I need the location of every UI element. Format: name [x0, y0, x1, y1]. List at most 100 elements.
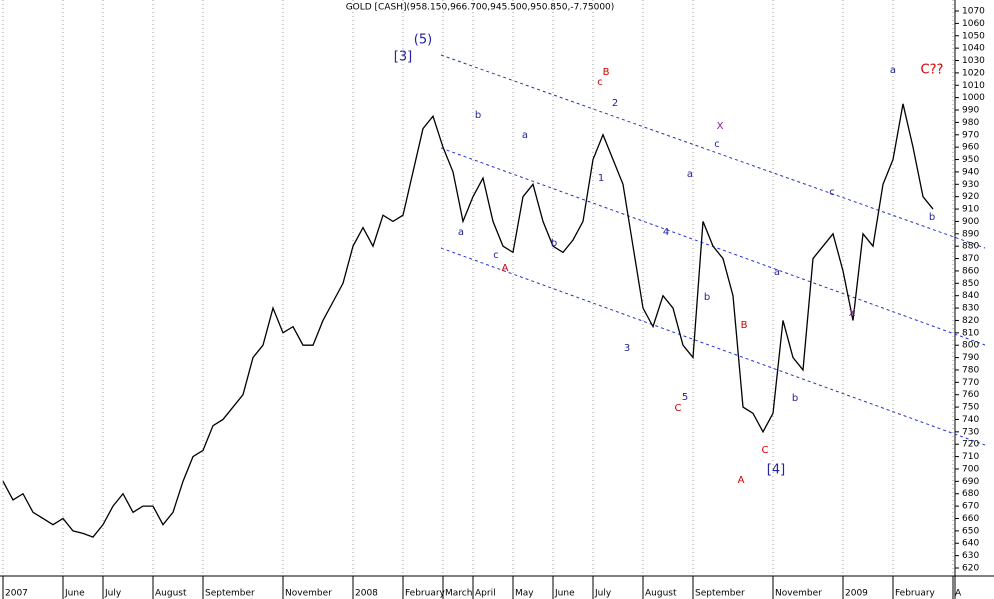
wave-label: b: [929, 212, 935, 223]
wave-label: 1: [598, 173, 604, 184]
x-tick-label: February: [405, 589, 446, 599]
wave-label: b: [704, 292, 710, 303]
y-tick-label: 990: [962, 106, 979, 116]
wave-label: [4]: [767, 463, 785, 478]
x-tick-label: March: [445, 589, 472, 599]
x-tick-label: August: [155, 589, 187, 599]
y-tick-label: 1050: [962, 31, 985, 41]
y-tick-label: 800: [962, 341, 979, 351]
y-tick-label: 980: [962, 118, 979, 128]
y-tick-label: 730: [962, 427, 979, 437]
y-tick-label: 1010: [962, 81, 985, 91]
y-tick-label: 1040: [962, 44, 985, 54]
y-tick-label: 850: [962, 279, 979, 289]
y-tick-label: 880: [962, 242, 979, 252]
wave-label: 2: [612, 98, 618, 109]
x-tick-label: April: [475, 589, 496, 599]
channel-line: [440, 54, 986, 249]
wave-label: c: [829, 187, 835, 198]
wave-label: C??: [921, 63, 944, 78]
wave-label: b: [792, 393, 798, 404]
wave-label: X: [717, 121, 724, 132]
wave-label: a: [687, 169, 693, 180]
y-tick-label: 960: [962, 143, 979, 153]
x-tick-label: 2009: [845, 589, 868, 599]
y-tick-label: 700: [962, 464, 979, 474]
x-tick-label: November: [285, 589, 332, 599]
x-tick-label: 2007: [5, 589, 28, 599]
y-tick-label: 840: [962, 291, 979, 301]
wave-label: A: [502, 263, 509, 274]
wave-label: B: [741, 320, 748, 331]
y-tick-label: 780: [962, 365, 979, 375]
y-tick-label: 690: [962, 477, 979, 487]
wave-label: c: [493, 250, 499, 261]
y-tick-label: 900: [962, 217, 979, 227]
y-tick-label: 710: [962, 452, 979, 462]
wave-label: [3]: [394, 50, 412, 65]
y-tick-label: 820: [962, 316, 979, 326]
y-tick-label: 1020: [962, 68, 985, 78]
wave-label: 4: [663, 227, 669, 238]
wave-label: B: [603, 67, 610, 78]
y-tick-label: 830: [962, 304, 979, 314]
chart-title: GOLD [CASH](958.150,966.700,945.500,950.…: [346, 3, 615, 13]
y-tick-label: 790: [962, 353, 979, 363]
x-tick-label: September: [205, 589, 255, 599]
y-tick-label: 940: [962, 167, 979, 177]
y-tick-label: 650: [962, 526, 979, 536]
wave-label: 3: [624, 343, 630, 354]
x-tick-label: 2008: [355, 589, 378, 599]
wave-label: A: [738, 475, 745, 486]
x-tick-label: August: [645, 589, 677, 599]
y-tick-label: 810: [962, 328, 979, 338]
wave-label: C: [762, 445, 769, 456]
y-tick-label: 640: [962, 539, 979, 549]
y-tick-label: 860: [962, 266, 979, 276]
y-tick-label: 950: [962, 155, 979, 165]
x-tick-label: May: [515, 589, 534, 599]
x-tick-label: June: [554, 589, 575, 599]
y-tick-label: 670: [962, 502, 979, 512]
y-tick-label: 740: [962, 415, 979, 425]
y-tick-label: 660: [962, 514, 979, 524]
channel-line: [440, 247, 986, 446]
y-tick-label: 750: [962, 403, 979, 413]
y-tick-label: 870: [962, 254, 979, 264]
x-tick-label: July: [594, 589, 612, 599]
x-tick-label: February: [895, 589, 936, 599]
y-tick-label: 970: [962, 130, 979, 140]
x-tick-label: July: [104, 589, 122, 599]
y-tick-label: 760: [962, 390, 979, 400]
wave-label: C: [675, 403, 682, 414]
y-tick-label: 620: [962, 564, 979, 574]
wave-label: 5: [682, 392, 688, 403]
y-tick-label: 770: [962, 378, 979, 388]
y-tick-label: 910: [962, 205, 979, 215]
y-tick-label: 680: [962, 489, 979, 499]
x-tick-label: September: [695, 589, 745, 599]
wave-label: a: [522, 130, 528, 141]
y-tick-label: 1070: [962, 7, 985, 17]
wave-label: b: [551, 238, 557, 249]
price-line: [2, 103, 934, 538]
wave-label: c: [714, 139, 720, 150]
y-tick-label: 1030: [962, 56, 985, 66]
wave-label: c: [597, 77, 603, 88]
wave-label: b: [475, 110, 481, 121]
y-tick-label: 1060: [962, 19, 985, 29]
wave-label: X: [849, 308, 856, 319]
wave-label: a: [458, 227, 464, 238]
x-tick-label: November: [775, 589, 822, 599]
wave-label: (5): [414, 33, 432, 48]
y-tick-label: 720: [962, 440, 979, 450]
x-tick-label: A: [955, 589, 962, 599]
x-tick-label: June: [64, 589, 85, 599]
wave-label: a: [890, 65, 896, 76]
y-tick-label: 920: [962, 192, 979, 202]
y-tick-label: 890: [962, 229, 979, 239]
y-tick-label: 630: [962, 551, 979, 561]
wave-label: a: [774, 267, 780, 278]
